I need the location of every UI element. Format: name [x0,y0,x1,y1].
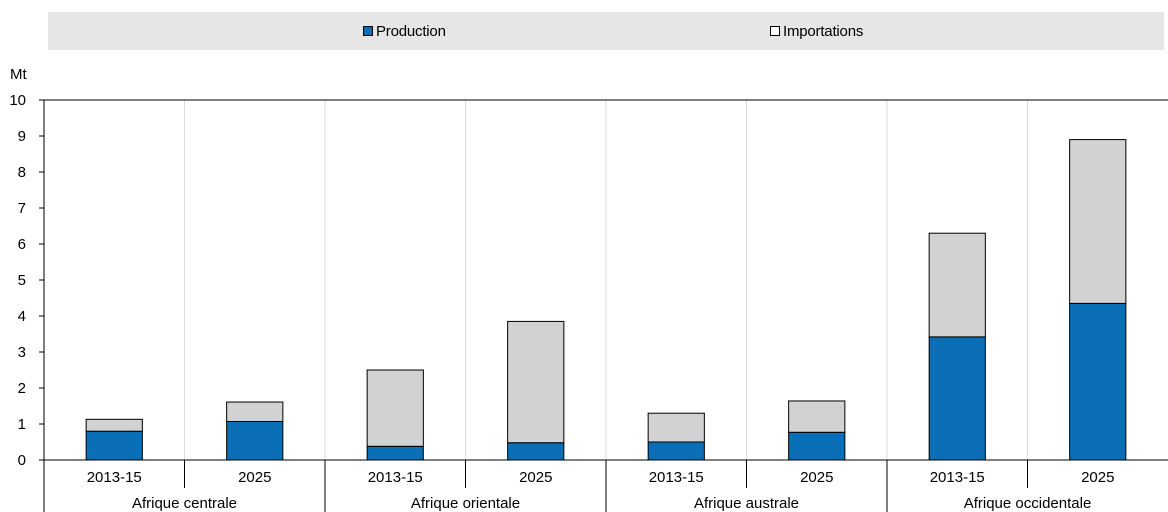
group-label: Afrique centrale [132,495,237,512]
y-tick-label: 6 [18,236,26,253]
legend-swatch-importations [770,26,780,36]
bar-production-0 [85,430,143,461]
bar-production-4 [647,441,705,461]
bar-production-1 [226,420,284,461]
x-tick-label: 2025 [1081,469,1114,486]
legend-item-production: Production [363,12,446,50]
bar-importations-3 [507,320,565,444]
axes [39,99,1168,512]
y-tick-label: 10 [9,92,26,109]
bar-production-2 [366,445,424,461]
grid [184,100,1028,460]
y-tick-label: 1 [18,416,26,433]
bars [85,139,1127,461]
y-tick-label: 7 [18,200,26,217]
y-tick-label: 2 [18,380,26,397]
y-tick-label: 3 [18,344,26,361]
x-tick-label: 2013-15 [87,469,142,486]
x-tick-label: 2013-15 [649,469,704,486]
x-tick-label: 2025 [238,469,271,486]
x-tick-label: 2013-15 [368,469,423,486]
legend-item-importations: Importations [770,12,863,50]
legend-label-importations: Importations [783,22,864,40]
legend-label-production: Production [376,22,446,40]
legend: Production Importations [48,12,1164,50]
labels: Mt 0 1 2 3 4 5 6 7 8 9 10 2013-15 2025 2013-15 2025 2013… [9,66,1114,512]
y-tick-label: 0 [18,452,26,469]
group-label: Afrique australe [694,495,799,512]
bar-importations-0 [85,418,143,432]
bar-production-6 [928,336,986,461]
bar-production-7 [1069,302,1127,461]
y-tick-label: 9 [18,128,26,145]
bar-importations-1 [226,401,284,422]
x-tick-label: 2025 [800,469,833,486]
bar-production-5 [788,431,846,461]
y-tick-label: 8 [18,164,26,181]
y-axis-unit-label: Mt [10,66,27,83]
x-tick-label: 2025 [519,469,552,486]
group-label: Afrique orientale [411,495,520,512]
bar-production-3 [507,442,565,461]
y-tick-label: 5 [18,272,26,289]
bar-importations-4 [647,412,705,443]
x-tick-label: 2013-15 [930,469,985,486]
bar-importations-7 [1069,139,1127,304]
bar-importations-6 [928,232,986,338]
y-tick-label: 4 [18,308,26,325]
bar-importations-5 [788,400,846,433]
legend-swatch-production [363,26,373,36]
group-label: Afrique occidentale [964,495,1092,512]
bar-importations-2 [366,369,424,447]
